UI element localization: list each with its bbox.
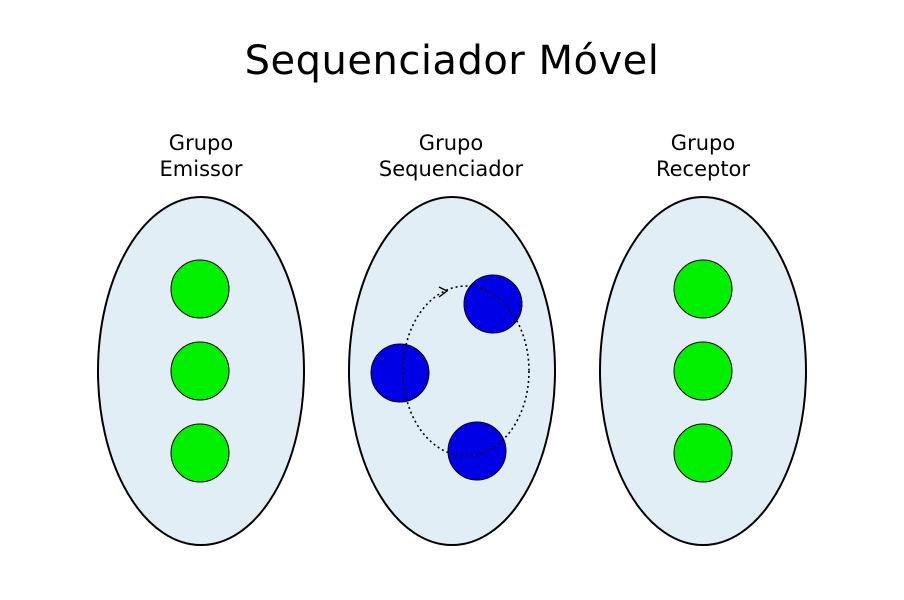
- sequencer-node: [370, 343, 430, 403]
- rotation-path: [402, 285, 530, 457]
- sequencer-node: [447, 421, 507, 481]
- group-sequenciador-label-line1: Grupo: [418, 131, 484, 155]
- receptor-node: [673, 423, 733, 483]
- receptor-node: [673, 341, 733, 401]
- emissor-node: [170, 259, 230, 319]
- rotation-arrow-icon: [438, 286, 449, 298]
- group-receptor-label: Grupo Receptor: [583, 130, 823, 182]
- receptor-node: [673, 259, 733, 319]
- sequencer-node: [463, 274, 523, 334]
- group-receptor-label-line2: Receptor: [655, 157, 751, 181]
- group-emissor-label-line1: Grupo: [168, 131, 234, 155]
- emissor-node: [170, 423, 230, 483]
- group-receptor-label-line1: Grupo: [670, 131, 736, 155]
- group-sequenciador-label: Grupo Sequenciador: [331, 130, 571, 182]
- group-emissor-label-line2: Emissor: [159, 157, 243, 181]
- diagram-title: Sequenciador Móvel: [244, 38, 660, 84]
- group-emissor-label: Grupo Emissor: [81, 130, 321, 182]
- emissor-node: [170, 341, 230, 401]
- group-sequenciador-label-line2: Sequenciador: [378, 157, 524, 181]
